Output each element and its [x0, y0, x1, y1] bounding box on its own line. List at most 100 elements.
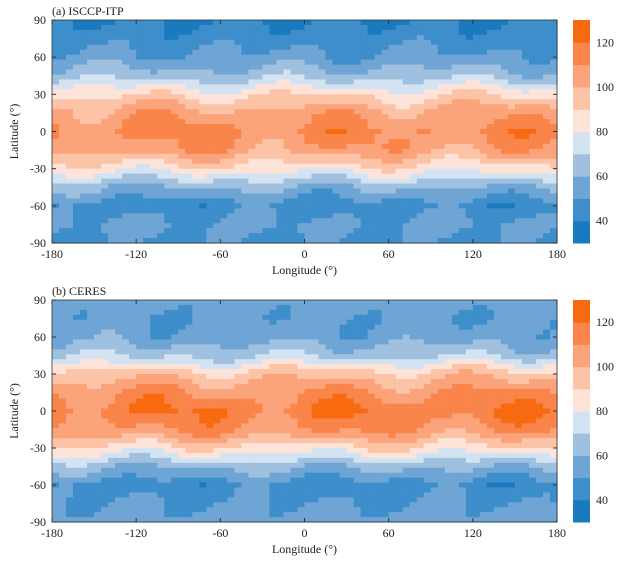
heatmap-cell [164, 413, 172, 419]
heatmap-cell [87, 389, 95, 395]
heatmap-cell [431, 144, 439, 150]
heatmap-cell [445, 315, 453, 321]
heatmap-cell [52, 413, 60, 419]
heatmap-cell [220, 404, 228, 410]
heatmap-cell [262, 159, 270, 165]
heatmap-cell [543, 193, 551, 199]
heatmap-cell [199, 45, 207, 51]
heatmap-cell [410, 50, 418, 56]
heatmap-cell [94, 184, 102, 190]
heatmap-cell [396, 335, 404, 341]
heatmap-cell [220, 364, 228, 370]
heatmap-cell [368, 139, 376, 145]
heatmap-cell [73, 20, 81, 26]
heatmap-cell [66, 335, 74, 341]
heatmap-cell [410, 149, 418, 155]
heatmap-cell [248, 364, 256, 370]
heatmap-cell [297, 305, 305, 311]
heatmap-cell [262, 60, 270, 66]
heatmap-cell [178, 300, 186, 306]
heatmap-cell [368, 359, 376, 365]
heatmap-cell [178, 184, 186, 190]
heatmap-cell [347, 30, 355, 36]
heatmap-cell [255, 188, 263, 194]
heatmap-cell [94, 384, 102, 390]
heatmap-cell [438, 94, 446, 100]
heatmap-cell [452, 25, 460, 31]
heatmap-cell [340, 320, 348, 326]
heatmap-cell [143, 84, 151, 90]
heatmap-cell [326, 79, 334, 85]
heatmap-cell [185, 384, 193, 390]
heatmap-cell [80, 320, 88, 326]
heatmap-cell [340, 139, 348, 145]
heatmap-cell [290, 70, 298, 76]
heatmap-cell [487, 193, 495, 199]
heatmap-cell [354, 364, 362, 370]
heatmap-cell [94, 99, 102, 105]
heatmap-cell [241, 300, 249, 306]
heatmap-cell [431, 394, 439, 400]
heatmap-cell [347, 389, 355, 395]
heatmap-cell [354, 223, 362, 229]
heatmap-cell [431, 124, 439, 130]
heatmap-cell [480, 193, 488, 199]
heatmap-cell [550, 99, 558, 105]
heatmap-cell [248, 174, 256, 180]
heatmap-cell [192, 174, 200, 180]
heatmap-cell [424, 20, 432, 26]
heatmap-cell [361, 208, 369, 214]
heatmap-cell [396, 364, 404, 370]
heatmap-cell [536, 354, 544, 360]
heatmap-cell [171, 129, 179, 135]
heatmap-cell [171, 40, 179, 46]
heatmap-cell [185, 184, 193, 190]
heatmap-cell [297, 40, 305, 46]
heatmap-cell [129, 149, 137, 155]
heatmap-cell [354, 315, 362, 321]
heatmap-cell [361, 300, 369, 306]
heatmap-cell [340, 40, 348, 46]
heatmap-cell [452, 188, 460, 194]
heatmap-cell [529, 394, 537, 400]
heatmap-cell [375, 40, 383, 46]
heatmap-cell [164, 404, 172, 410]
heatmap-cell [241, 335, 249, 341]
heatmap-cell [220, 208, 228, 214]
heatmap-cell [136, 359, 144, 365]
heatmap-cell [473, 129, 481, 135]
heatmap-cell [326, 94, 334, 100]
heatmap-cell [438, 320, 446, 326]
heatmap-cell [157, 159, 165, 165]
heatmap-cell [73, 75, 81, 81]
heatmap-cell [52, 40, 60, 46]
heatmap-cell [543, 104, 551, 110]
heatmap-cell [206, 55, 214, 61]
heatmap-cell [206, 65, 214, 71]
heatmap-cell [550, 193, 558, 199]
heatmap-cell [340, 404, 348, 410]
heatmap-cell [459, 335, 467, 341]
heatmap-cell [459, 233, 467, 239]
heatmap-cell [269, 409, 277, 415]
heatmap-cell [396, 359, 404, 365]
heatmap-cell [508, 84, 516, 90]
heatmap-cell [333, 203, 341, 209]
heatmap-cell [389, 223, 397, 229]
heatmap-cell [452, 203, 460, 209]
heatmap-cell [87, 114, 95, 120]
heatmap-cell [234, 203, 242, 209]
heatmap-cell [234, 20, 242, 26]
heatmap-cell [340, 354, 348, 360]
heatmap-cell [452, 169, 460, 175]
heatmap-cell [340, 325, 348, 331]
heatmap-cell [389, 159, 397, 165]
heatmap-cell [150, 149, 158, 155]
heatmap-cell [59, 144, 67, 150]
heatmap-cell [354, 35, 362, 41]
heatmap-cell [459, 184, 467, 190]
heatmap-cell [262, 320, 270, 326]
heatmap-cell [73, 89, 81, 95]
heatmap-cell [326, 84, 334, 90]
